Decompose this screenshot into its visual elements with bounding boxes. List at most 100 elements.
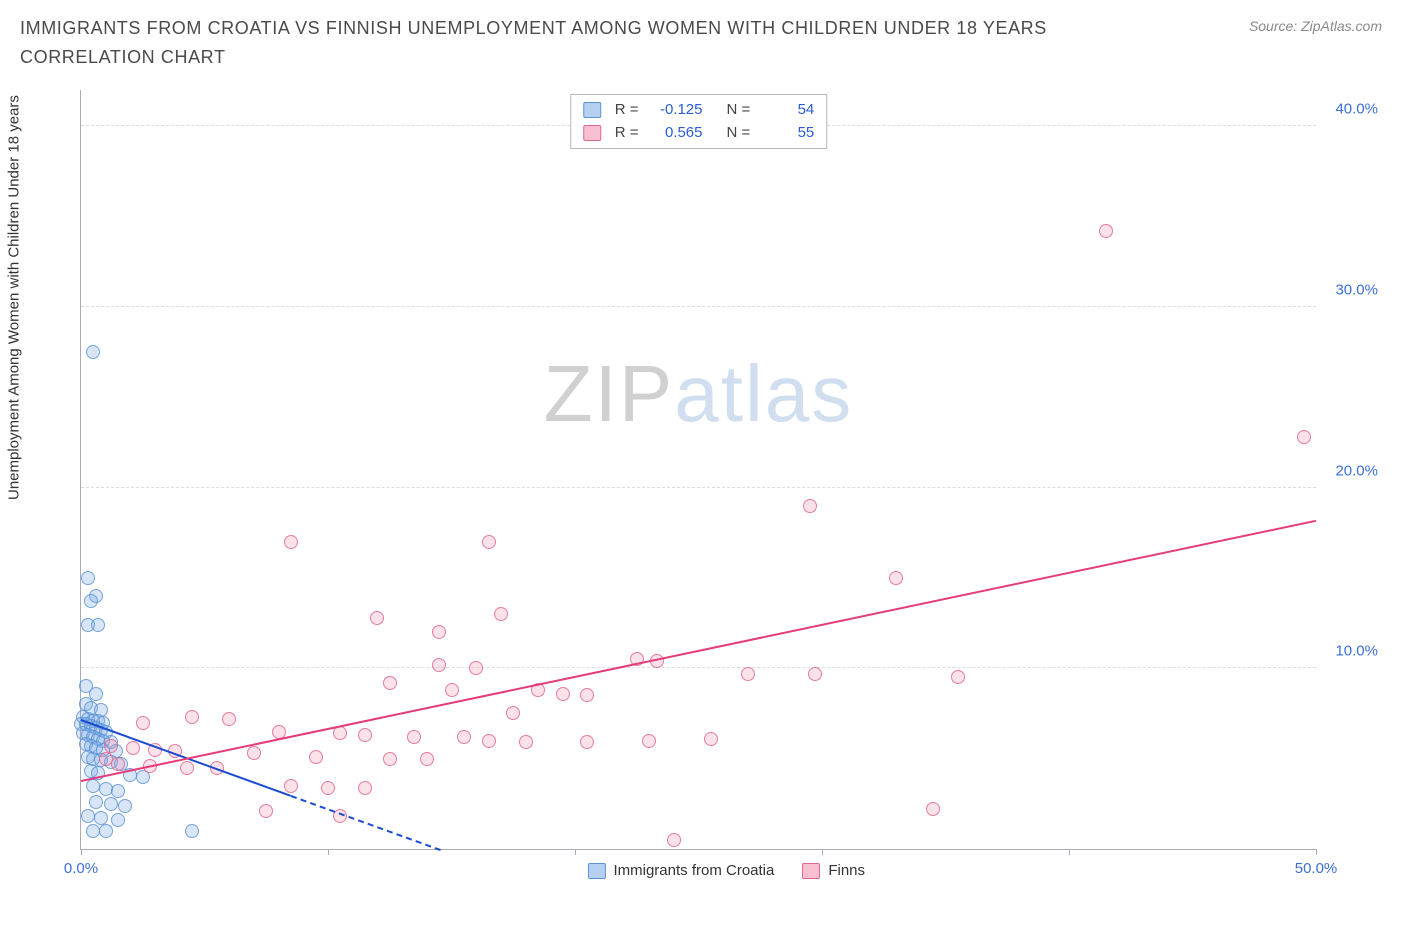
y-tick-label: 30.0% xyxy=(1335,281,1378,298)
y-axis-label: Unemployment Among Women with Children U… xyxy=(6,95,23,500)
data-point xyxy=(247,746,261,760)
grid-line xyxy=(81,667,1316,668)
data-point xyxy=(284,779,298,793)
watermark-part1: ZIP xyxy=(544,349,674,438)
data-point xyxy=(358,728,372,742)
data-point xyxy=(126,741,140,755)
x-tick-label: 0.0% xyxy=(64,860,98,877)
data-point xyxy=(309,750,323,764)
x-tick-label: 50.0% xyxy=(1295,860,1338,877)
data-point xyxy=(482,734,496,748)
chart-area: Unemployment Among Women with Children U… xyxy=(20,90,1386,910)
data-point xyxy=(808,667,822,681)
x-tick xyxy=(1316,849,1317,855)
data-point xyxy=(99,752,113,766)
data-point xyxy=(284,535,298,549)
data-point xyxy=(889,571,903,585)
data-point xyxy=(259,804,273,818)
source-credit: Source: ZipAtlas.com xyxy=(1249,18,1382,34)
grid-line xyxy=(81,306,1316,307)
x-tick xyxy=(822,849,823,855)
watermark: ZIPatlas xyxy=(544,348,853,440)
trend-line xyxy=(81,520,1316,782)
data-point xyxy=(370,611,384,625)
stat-n-value: 55 xyxy=(764,122,814,145)
data-point xyxy=(118,799,132,813)
data-point xyxy=(136,716,150,730)
data-point xyxy=(185,824,199,838)
correlation-stats-box: R = -0.125 N = 54 R = 0.565 N = 55 xyxy=(570,94,828,149)
data-point xyxy=(482,535,496,549)
chart-header: IMMIGRANTS FROM CROATIA VS FINNISH UNEMP… xyxy=(0,0,1406,78)
data-point xyxy=(86,345,100,359)
data-point xyxy=(704,732,718,746)
data-point xyxy=(741,667,755,681)
data-point xyxy=(358,781,372,795)
data-point xyxy=(580,735,594,749)
series-legend: Immigrants from Croatia Finns xyxy=(587,862,865,879)
data-point xyxy=(445,683,459,697)
data-point xyxy=(89,795,103,809)
stat-n-label: N = xyxy=(727,99,751,122)
data-point xyxy=(556,687,570,701)
data-point xyxy=(506,706,520,720)
legend-item: Immigrants from Croatia xyxy=(587,862,774,879)
data-point xyxy=(432,658,446,672)
stat-row: R = 0.565 N = 55 xyxy=(583,122,815,145)
data-point xyxy=(383,676,397,690)
stat-r-label: R = xyxy=(615,122,639,145)
data-point xyxy=(383,752,397,766)
chart-title: IMMIGRANTS FROM CROATIA VS FINNISH UNEMP… xyxy=(20,14,1120,72)
data-point xyxy=(1099,224,1113,238)
data-point xyxy=(494,607,508,621)
x-tick xyxy=(1069,849,1070,855)
data-point xyxy=(84,594,98,608)
data-point xyxy=(803,499,817,513)
legend-label: Finns xyxy=(828,862,865,879)
data-point xyxy=(99,824,113,838)
x-tick xyxy=(328,849,329,855)
data-point xyxy=(642,734,656,748)
legend-label: Immigrants from Croatia xyxy=(613,862,774,879)
stat-n-label: N = xyxy=(727,122,751,145)
data-point xyxy=(111,757,125,771)
trend-line-extension xyxy=(291,795,442,851)
data-point xyxy=(222,712,236,726)
data-point xyxy=(91,618,105,632)
data-point xyxy=(111,813,125,827)
data-point xyxy=(1297,430,1311,444)
data-point xyxy=(926,802,940,816)
data-point xyxy=(333,726,347,740)
stat-r-value: -0.125 xyxy=(653,99,703,122)
data-point xyxy=(89,687,103,701)
data-point xyxy=(104,797,118,811)
stat-row: R = -0.125 N = 54 xyxy=(583,99,815,122)
data-point xyxy=(321,781,335,795)
y-tick-label: 40.0% xyxy=(1335,101,1378,118)
data-point xyxy=(432,625,446,639)
data-point xyxy=(407,730,421,744)
source-name: ZipAtlas.com xyxy=(1301,18,1382,34)
data-point xyxy=(457,730,471,744)
y-tick-label: 20.0% xyxy=(1335,462,1378,479)
data-point xyxy=(519,735,533,749)
data-point xyxy=(951,670,965,684)
data-point xyxy=(469,661,483,675)
source-prefix: Source: xyxy=(1249,18,1301,34)
y-tick-label: 10.0% xyxy=(1335,643,1378,660)
legend-item: Finns xyxy=(802,862,865,879)
data-point xyxy=(111,784,125,798)
series-swatch xyxy=(583,125,601,141)
series-swatch xyxy=(802,863,820,879)
series-swatch xyxy=(587,863,605,879)
series-swatch xyxy=(583,102,601,118)
stat-r-value: 0.565 xyxy=(653,122,703,145)
data-point xyxy=(667,833,681,847)
data-point xyxy=(420,752,434,766)
scatter-plot: ZIPatlas R =-0.125N =54R =0.565N =55 Imm… xyxy=(80,90,1316,850)
stat-n-value: 54 xyxy=(764,99,814,122)
data-point xyxy=(580,688,594,702)
x-tick xyxy=(575,849,576,855)
data-point xyxy=(180,761,194,775)
stat-r-label: R = xyxy=(615,99,639,122)
